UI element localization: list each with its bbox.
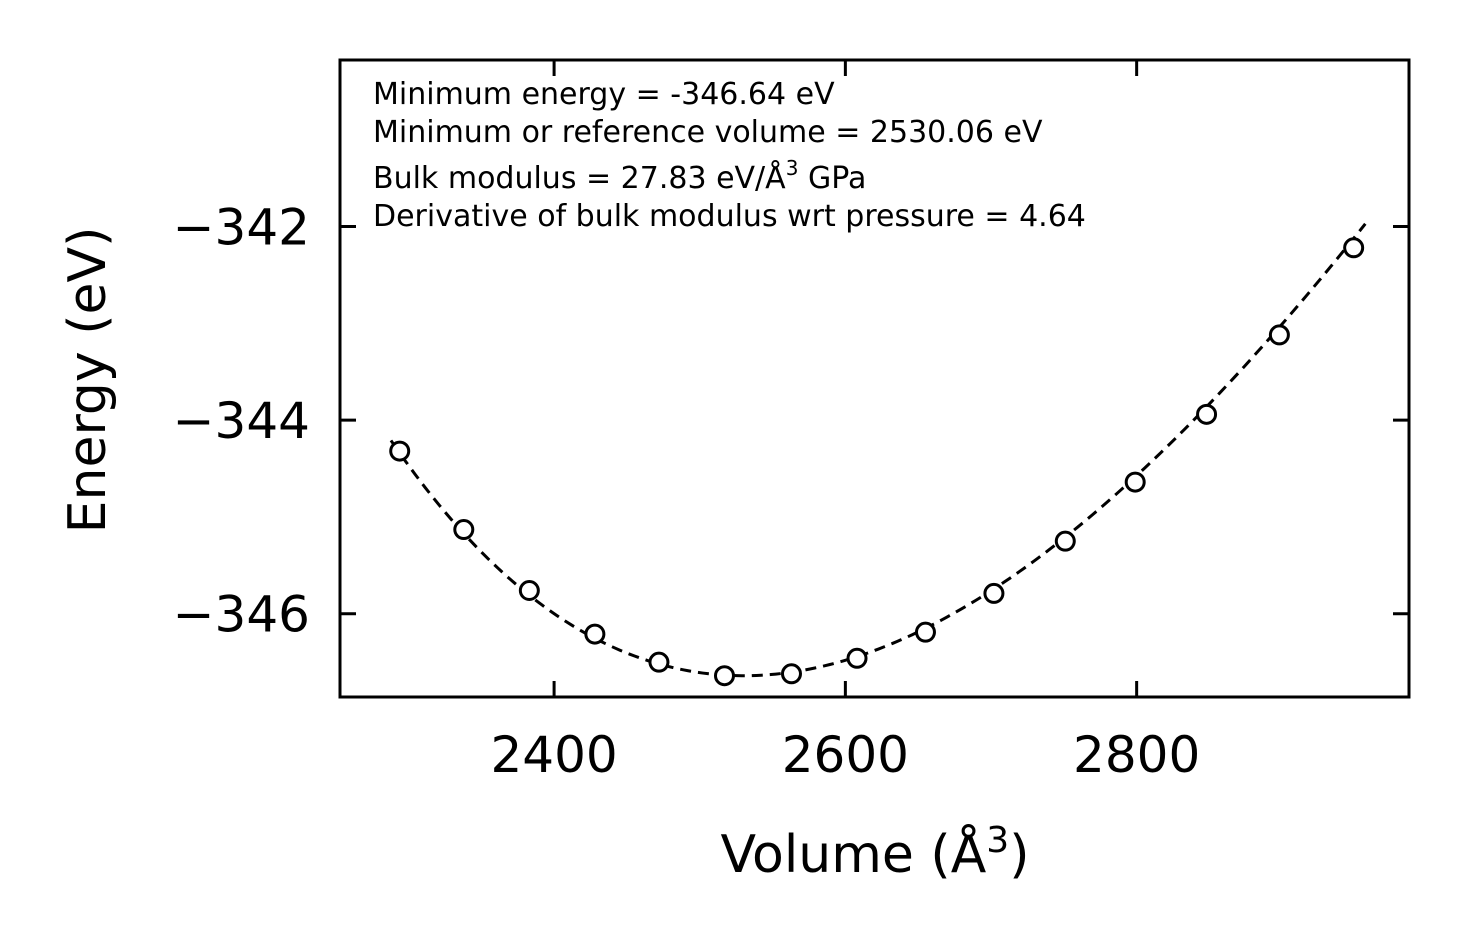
data-point (713, 665, 735, 687)
annotation-ref-volume: Minimum or reference volume = 2530.06 eV (373, 115, 1043, 150)
y-axis-title: Energy (eV) (58, 227, 118, 534)
data-point (914, 621, 936, 643)
data-point (1196, 403, 1218, 425)
data-point (648, 651, 670, 673)
x-axis-title-main: Volume (Å (721, 823, 987, 885)
y-tick-label: −346 (173, 586, 310, 644)
data-point (1124, 471, 1146, 493)
annotation-bulk-modulus-derivative: Derivative of bulk modulus wrt pressure … (373, 199, 1086, 234)
y-tick-label: −344 (173, 392, 310, 450)
data-point (584, 623, 606, 645)
x-axis-title-sup: 3 (986, 820, 1009, 861)
y-tick-label: −342 (173, 199, 310, 257)
plot-frame (338, 58, 1411, 699)
x-ticks: 2400 2600 2800 (490, 60, 1200, 784)
annotation-bulk-modulus-main: Bulk modulus = 27.83 eV/Å (373, 160, 786, 196)
data-point (983, 582, 1005, 604)
data-point (453, 519, 475, 541)
annotation-bulk-modulus: Bulk modulus = 27.83 eV/Å3 GPa (373, 156, 866, 196)
x-tick-label: 2800 (1073, 726, 1200, 784)
x-axis-title-end: ) (1009, 825, 1029, 885)
data-point (780, 663, 802, 685)
data-point (846, 647, 868, 669)
data-point (1343, 237, 1365, 259)
data-points (389, 237, 1365, 687)
data-point (518, 580, 540, 602)
fit-curve-group (389, 222, 1367, 678)
annotation-bulk-modulus-suffix: GPa (798, 161, 866, 196)
y-ticks: −342 −344 −346 (173, 199, 1409, 644)
data-point (389, 440, 411, 462)
fit-curve (389, 222, 1367, 678)
annotation-bulk-modulus-sup: 3 (786, 156, 799, 180)
annotation-min-energy: Minimum energy = -346.64 eV (373, 77, 835, 112)
x-tick-label: 2400 (490, 726, 617, 784)
x-axis-title: Volume (Å3) (721, 820, 1030, 885)
data-point (1054, 530, 1076, 552)
x-tick-label: 2600 (782, 726, 909, 784)
data-point (1268, 324, 1290, 346)
